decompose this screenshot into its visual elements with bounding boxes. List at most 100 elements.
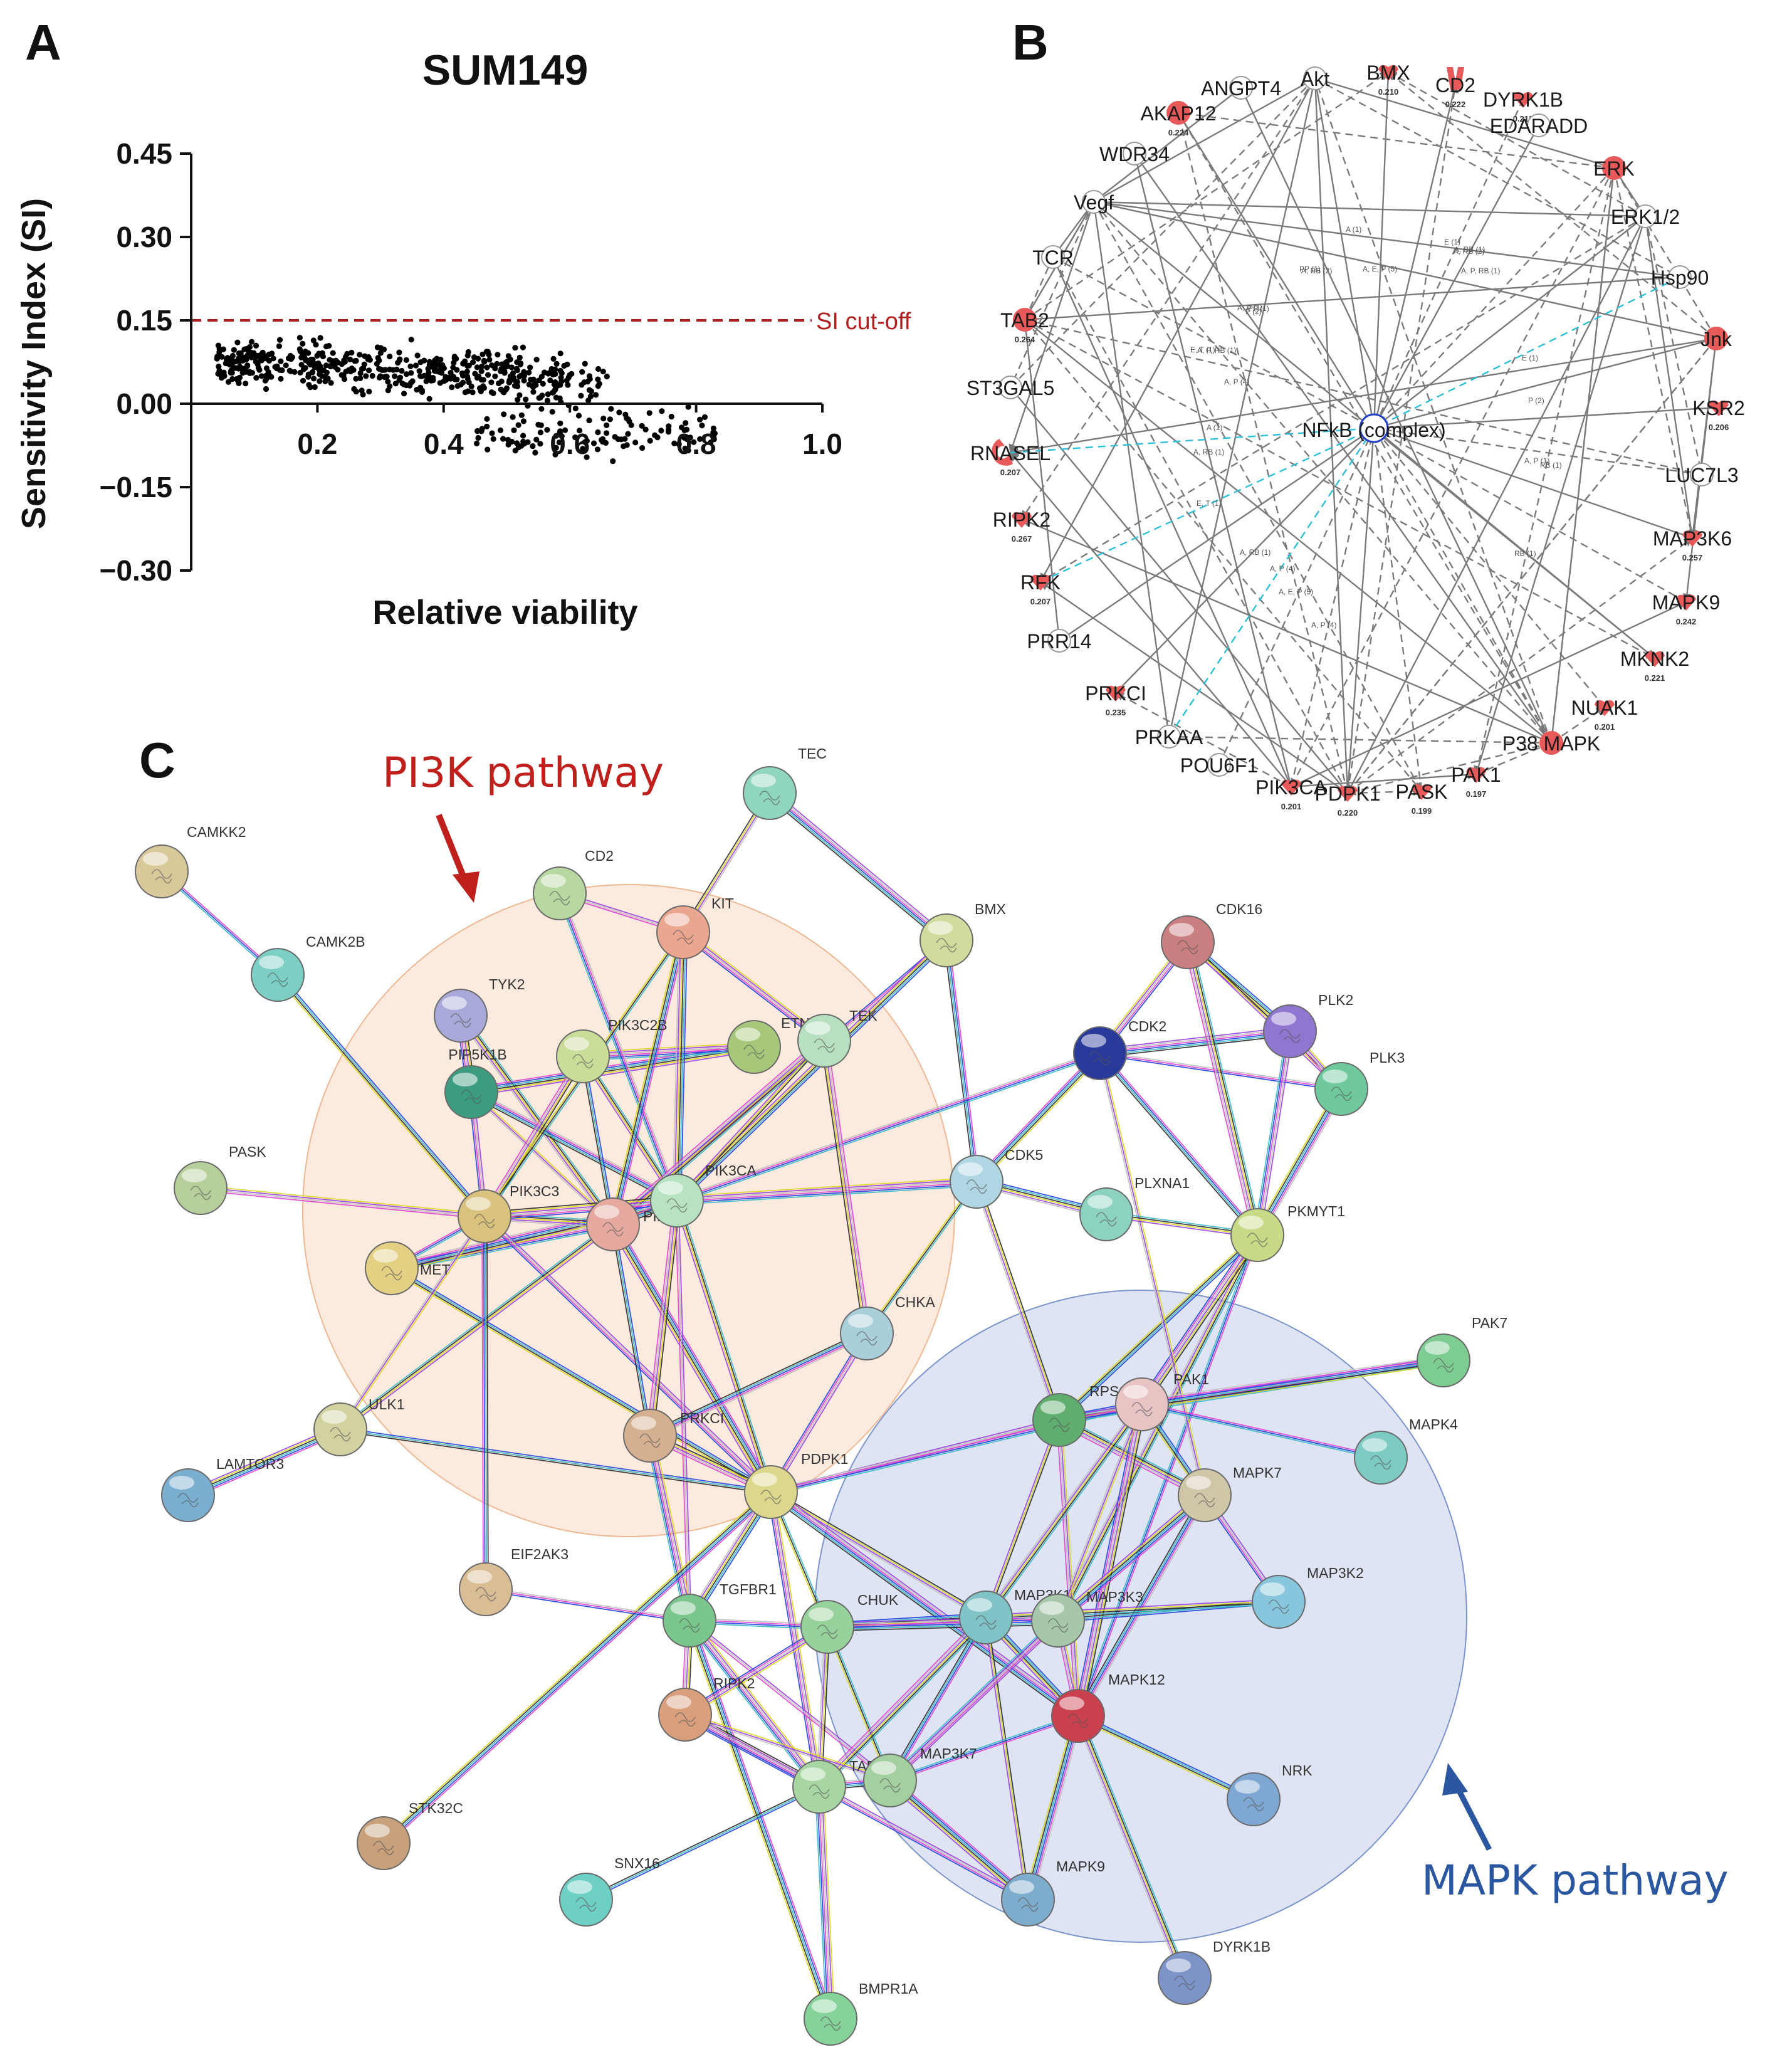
string-edge-strand xyxy=(470,1093,677,1203)
string-edge-strand xyxy=(769,1493,1077,1718)
string-edge-strand xyxy=(677,1182,977,1202)
string-edge xyxy=(683,1623,830,1718)
string-edge-strand xyxy=(828,1626,893,1780)
string-edge xyxy=(1253,1086,1346,1238)
string-edge-strand xyxy=(887,1617,1057,1779)
network-node: PRKAA xyxy=(1135,725,1203,749)
scatter-point xyxy=(392,373,398,379)
scatter-point xyxy=(451,360,457,366)
scatter-point xyxy=(489,430,495,436)
protein-structure-glyph xyxy=(1268,1599,1289,1614)
scatter-point xyxy=(521,369,527,375)
node-label: RNASEL xyxy=(970,442,1051,465)
string-edge-strand xyxy=(771,1491,987,1617)
string-edge-strand xyxy=(1100,1034,1291,1058)
scatter-point xyxy=(578,392,584,399)
network-edge-center xyxy=(1373,427,1702,476)
scatter-point xyxy=(710,425,716,432)
scatter-point xyxy=(478,368,485,374)
string-edge-strand xyxy=(1061,1236,1260,1423)
scatter-point xyxy=(625,431,631,437)
protein-node-label: PIP5K1B xyxy=(448,1046,506,1063)
protein-structure-glyph xyxy=(1243,1797,1264,1812)
string-edge xyxy=(340,1427,772,1495)
string-edge xyxy=(200,1185,485,1219)
scatter-point xyxy=(236,380,242,387)
protein-structure-glyph xyxy=(1331,1086,1352,1102)
scatter-point xyxy=(323,362,330,369)
network-edge-center xyxy=(1373,98,1524,429)
node-score: 0.201 xyxy=(1281,802,1302,811)
string-edge-strand xyxy=(612,1224,771,1493)
scatter-point xyxy=(263,365,270,372)
protein-node: PAK1 xyxy=(1115,1371,1209,1431)
string-edge-strand xyxy=(340,1216,485,1430)
string-edge-strand xyxy=(560,893,679,1201)
scatter-point xyxy=(434,368,440,374)
protein-node-highlight xyxy=(1323,1070,1348,1083)
node-label: CD2 xyxy=(1435,74,1475,97)
string-edge-strand xyxy=(692,1617,823,1785)
receptor-shape xyxy=(1447,67,1464,90)
scatter-point xyxy=(642,426,649,433)
string-edge-strand xyxy=(820,1619,988,1789)
kinase-shape xyxy=(1106,685,1126,702)
string-edge-strand xyxy=(609,1226,768,1495)
string-edge xyxy=(1098,1051,1260,1238)
network-node: LUC7L3 xyxy=(1665,463,1739,486)
scatter-point xyxy=(616,409,622,416)
protein-node-highlight xyxy=(1425,1341,1450,1355)
string-edge-strand xyxy=(891,1778,1030,1898)
node-score: 0.206 xyxy=(1709,423,1729,432)
string-edge-strand xyxy=(653,1434,694,1620)
string-edge-strand xyxy=(612,1224,651,1436)
protein-node: CAMKK2 xyxy=(135,824,246,898)
string-edge-strand xyxy=(1100,1031,1291,1055)
scatter-point xyxy=(479,385,486,391)
protein-structure-glyph xyxy=(975,1615,997,1630)
protein-node-label: SNX16 xyxy=(614,1855,660,1871)
string-edge xyxy=(887,1616,989,1782)
string-edge-strand xyxy=(685,1628,829,1717)
protein-structure-glyph xyxy=(151,869,172,884)
scatter-point xyxy=(414,352,421,359)
node-label: MKNK2 xyxy=(1620,648,1689,670)
protein-structure-glyph xyxy=(674,1712,696,1727)
string-edge-strand xyxy=(677,1183,977,1204)
node-circle xyxy=(1157,725,1181,749)
network-edge xyxy=(1024,318,1703,478)
string-edge-strand xyxy=(676,940,947,1201)
string-edge-strand xyxy=(1056,1420,1077,1717)
network-edge xyxy=(1024,318,1656,660)
protein-structure-glyph xyxy=(373,1841,394,1856)
scatter-point xyxy=(396,357,403,364)
protein-structure-glyph xyxy=(760,1490,782,1505)
string-edge-strand xyxy=(341,1216,486,1431)
string-edge-strand xyxy=(645,1436,686,1622)
string-edge-strand xyxy=(340,1427,772,1491)
scatter-point xyxy=(323,369,330,376)
network-edge-center xyxy=(1115,428,1375,693)
node-score: 0.224 xyxy=(1168,128,1189,137)
y-tick-label: −0.15 xyxy=(100,471,172,503)
scatter-point xyxy=(305,374,312,380)
protein-node-highlight xyxy=(143,852,168,866)
scatter-point xyxy=(530,384,537,390)
scatter-point xyxy=(359,387,365,394)
network-node: PDPK1 0.220 xyxy=(1315,782,1381,818)
protein-structure-glyph xyxy=(330,1427,351,1442)
protein-node: TEK xyxy=(797,1007,878,1068)
string-edge-strand xyxy=(1077,1715,1185,1979)
network-edge-center xyxy=(1010,427,1375,454)
scatter-point xyxy=(711,436,717,443)
scatter-point xyxy=(481,357,487,364)
string-edge-strand xyxy=(683,932,825,1041)
string-edge-strand xyxy=(616,933,687,1226)
scatter-point xyxy=(366,367,372,374)
string-edge-strand xyxy=(481,1216,485,1590)
kinase-shape xyxy=(1709,400,1729,416)
network-edge xyxy=(1176,112,1349,794)
scatter-point xyxy=(479,351,486,357)
protein-node: DYRK1B xyxy=(1158,1938,1271,2005)
protein-node-highlight xyxy=(1123,1385,1148,1399)
